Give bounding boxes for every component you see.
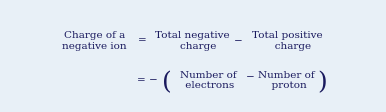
Text: Total positive
   charge: Total positive charge xyxy=(252,31,323,51)
Text: ): ) xyxy=(317,71,327,94)
Text: Number of
  proton: Number of proton xyxy=(258,71,314,90)
Text: =: = xyxy=(138,37,147,46)
Text: (: ( xyxy=(161,71,171,94)
Text: −: − xyxy=(234,37,242,46)
Text: = −: = − xyxy=(137,76,157,85)
Text: Total negative
    charge: Total negative charge xyxy=(154,31,229,51)
Text: Charge of a
negative ion: Charge of a negative ion xyxy=(62,31,127,51)
Text: Number of
 electrons: Number of electrons xyxy=(180,71,237,90)
Text: −: − xyxy=(246,73,254,82)
